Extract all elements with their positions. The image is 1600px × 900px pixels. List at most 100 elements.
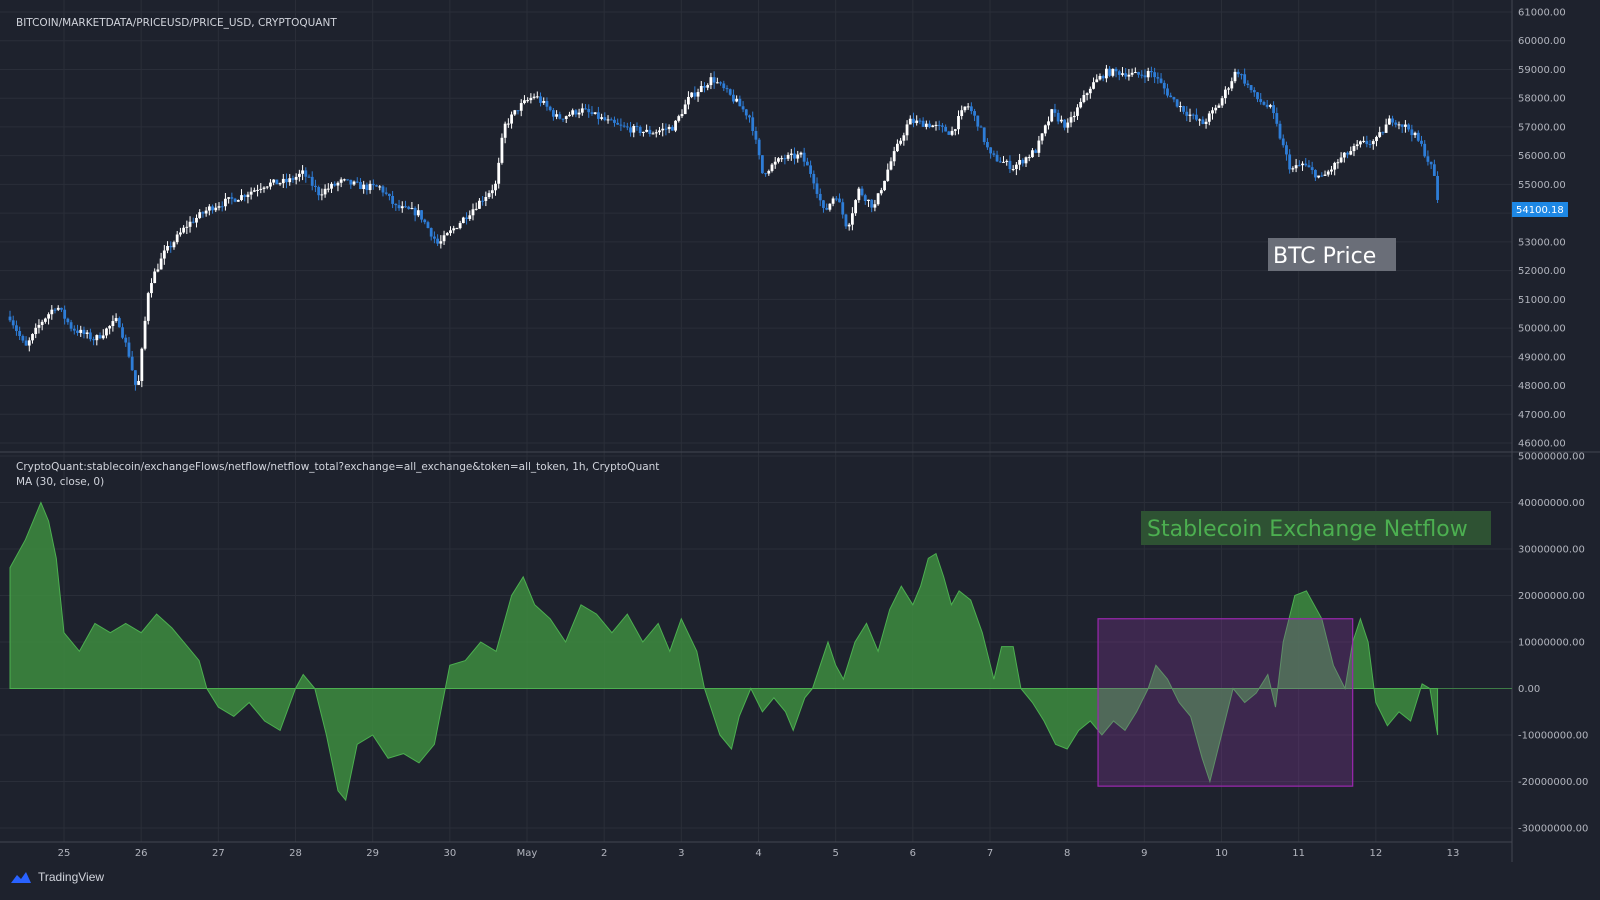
- candle-body: [905, 124, 909, 136]
- candle-body: [1384, 124, 1388, 133]
- x-tick-label: 3: [678, 848, 684, 859]
- candle-body: [545, 100, 549, 107]
- candle-body: [535, 96, 539, 98]
- candle-body: [381, 186, 385, 193]
- candle-body: [1204, 121, 1208, 124]
- candle-body: [574, 110, 578, 115]
- candle-body: [1101, 75, 1105, 79]
- candle-body: [371, 183, 375, 186]
- candle-body: [481, 200, 485, 202]
- candle-body: [532, 96, 536, 98]
- candle-body: [834, 198, 838, 200]
- x-tick-label: 5: [832, 848, 838, 859]
- candle-body: [773, 161, 777, 165]
- candle-body: [1159, 78, 1163, 83]
- candle-body: [387, 193, 391, 196]
- candle-body: [368, 183, 372, 191]
- candle-body: [719, 82, 722, 84]
- candle-body: [1252, 90, 1256, 93]
- candle-body: [227, 197, 231, 199]
- candle-body: [957, 116, 960, 130]
- candle-body: [998, 161, 1002, 163]
- candle-body: [1416, 132, 1420, 141]
- candle-body: [1066, 122, 1070, 128]
- candle-body: [741, 106, 745, 110]
- candle-body: [211, 206, 214, 211]
- candle-body: [876, 193, 880, 205]
- candle-body: [1217, 105, 1221, 108]
- x-tick-label: 30: [443, 848, 456, 859]
- candle-body: [1301, 163, 1304, 166]
- candle-body: [850, 213, 854, 225]
- candle-body: [548, 106, 552, 111]
- candle-body: [1127, 74, 1131, 77]
- candle-body: [307, 176, 311, 178]
- candle-body: [252, 190, 256, 192]
- price-tick-label: 50000.00: [1518, 324, 1566, 335]
- candle-body: [449, 230, 452, 234]
- candle-body: [770, 164, 774, 171]
- netflow-tick-label: 30000000.00: [1518, 545, 1585, 556]
- candle-body: [555, 114, 558, 117]
- stablecoin-annotation[interactable]: Stablecoin Exchange Netflow: [1141, 511, 1491, 545]
- price-tick-label: 48000.00: [1518, 381, 1566, 392]
- x-tick-label: 10: [1215, 848, 1228, 859]
- candle-body: [1339, 157, 1343, 163]
- candle-body: [799, 152, 803, 155]
- x-tick-label: 11: [1292, 848, 1305, 859]
- candle-body: [494, 183, 497, 191]
- candle-body: [384, 192, 388, 194]
- candle-body: [88, 332, 92, 340]
- netflow-tick-label: -30000000.00: [1518, 824, 1588, 835]
- candle-body: [262, 187, 266, 189]
- candle-body: [1297, 165, 1301, 167]
- candle-body: [725, 88, 729, 90]
- candle-body: [224, 198, 227, 207]
- candle-body: [658, 130, 661, 133]
- netflow-area-series: [9, 501, 1439, 802]
- candle-body: [326, 188, 330, 190]
- candle-body: [1024, 157, 1028, 164]
- candle-body: [471, 209, 475, 216]
- btc-price-annotation[interactable]: BTC Price: [1268, 238, 1396, 271]
- candle-body: [98, 335, 102, 339]
- candle-body: [629, 127, 632, 133]
- candle-body: [124, 337, 128, 343]
- candle-body: [1043, 125, 1047, 134]
- highlight-box[interactable]: [1097, 618, 1354, 787]
- candle-body: [1272, 105, 1275, 114]
- candle-body: [1198, 119, 1202, 121]
- candle-body: [503, 123, 507, 138]
- candle-body: [101, 335, 105, 339]
- candle-body: [1352, 146, 1356, 152]
- time-scale[interactable]: 25 26 27 28 29 30 May 2 3 4 5 6 7 8 9 10 11 12 13: [58, 848, 1460, 859]
- candle-body: [635, 126, 639, 128]
- candle-body: [297, 173, 301, 177]
- candle-body: [426, 222, 430, 229]
- netflow-indicator-label: MA (30, close, 0): [16, 476, 104, 488]
- netflow-scale[interactable]: 50000000.00 40000000.00 30000000.00 2000000…: [1518, 452, 1588, 835]
- candle-body: [1420, 140, 1423, 144]
- candle-body: [902, 135, 906, 141]
- tradingview-watermark[interactable]: TradingView: [10, 870, 104, 884]
- candle-body: [709, 77, 713, 86]
- candle-body: [732, 94, 735, 102]
- tradingview-logo-icon: [11, 872, 31, 883]
- candle-body: [166, 245, 169, 251]
- candle-body: [1034, 150, 1038, 153]
- candle-body: [1098, 75, 1102, 80]
- candle-body: [15, 325, 18, 332]
- candle-body: [1391, 118, 1394, 123]
- candle-body: [1014, 164, 1018, 169]
- x-tick-label: 4: [755, 848, 761, 859]
- candle-body: [162, 250, 166, 259]
- candle-body: [355, 181, 359, 183]
- candle-body: [1342, 152, 1346, 158]
- candle-body: [230, 197, 234, 199]
- candle-body: [1095, 79, 1099, 83]
- candle-body: [1156, 77, 1160, 79]
- candle-body: [288, 178, 292, 183]
- candle-body: [420, 210, 423, 220]
